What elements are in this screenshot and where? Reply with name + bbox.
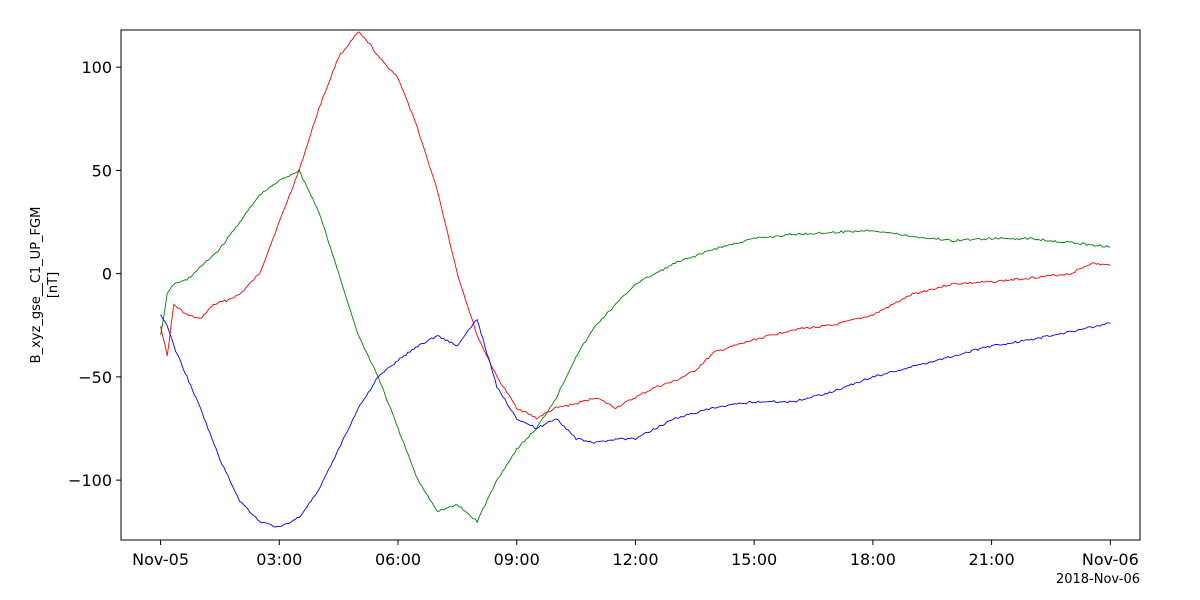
x-tick-label: Nov-06 [1082, 550, 1139, 569]
x-tick-label: 03:00 [256, 550, 302, 569]
y-axis-unit: [nT] [46, 272, 61, 298]
series-line-0 [160, 31, 1111, 420]
plot-frame [120, 29, 1141, 541]
x-tick-label: 09:00 [494, 550, 540, 569]
y-tick-label: 100 [81, 58, 112, 77]
date-label: 2018-Nov-06 [1056, 572, 1140, 587]
y-axis: 100 50 0 −50 −100 [68, 58, 121, 490]
x-tick-label: 06:00 [375, 550, 421, 569]
x-tick-label: 12:00 [612, 550, 658, 569]
x-axis: Nov-05 03:00 06:00 09:00 12:00 15:00 18:00 21:0… [132, 540, 1139, 569]
y-tick-label: 50 [92, 161, 112, 180]
x-tick-label: 15:00 [731, 550, 777, 569]
x-tick-label: 21:00 [969, 550, 1015, 569]
y-tick-label: −100 [68, 471, 112, 490]
series-line-2 [160, 314, 1111, 528]
x-tick-label: Nov-05 [132, 550, 189, 569]
y-tick-label: 0 [102, 265, 112, 284]
y-tick-label: −50 [78, 368, 112, 387]
x-tick-label: 18:00 [850, 550, 896, 569]
series-layer [160, 31, 1111, 528]
y-axis-label: B_xyz_gse__C1_UP_FGM [29, 207, 44, 364]
series-line-1 [160, 168, 1111, 524]
